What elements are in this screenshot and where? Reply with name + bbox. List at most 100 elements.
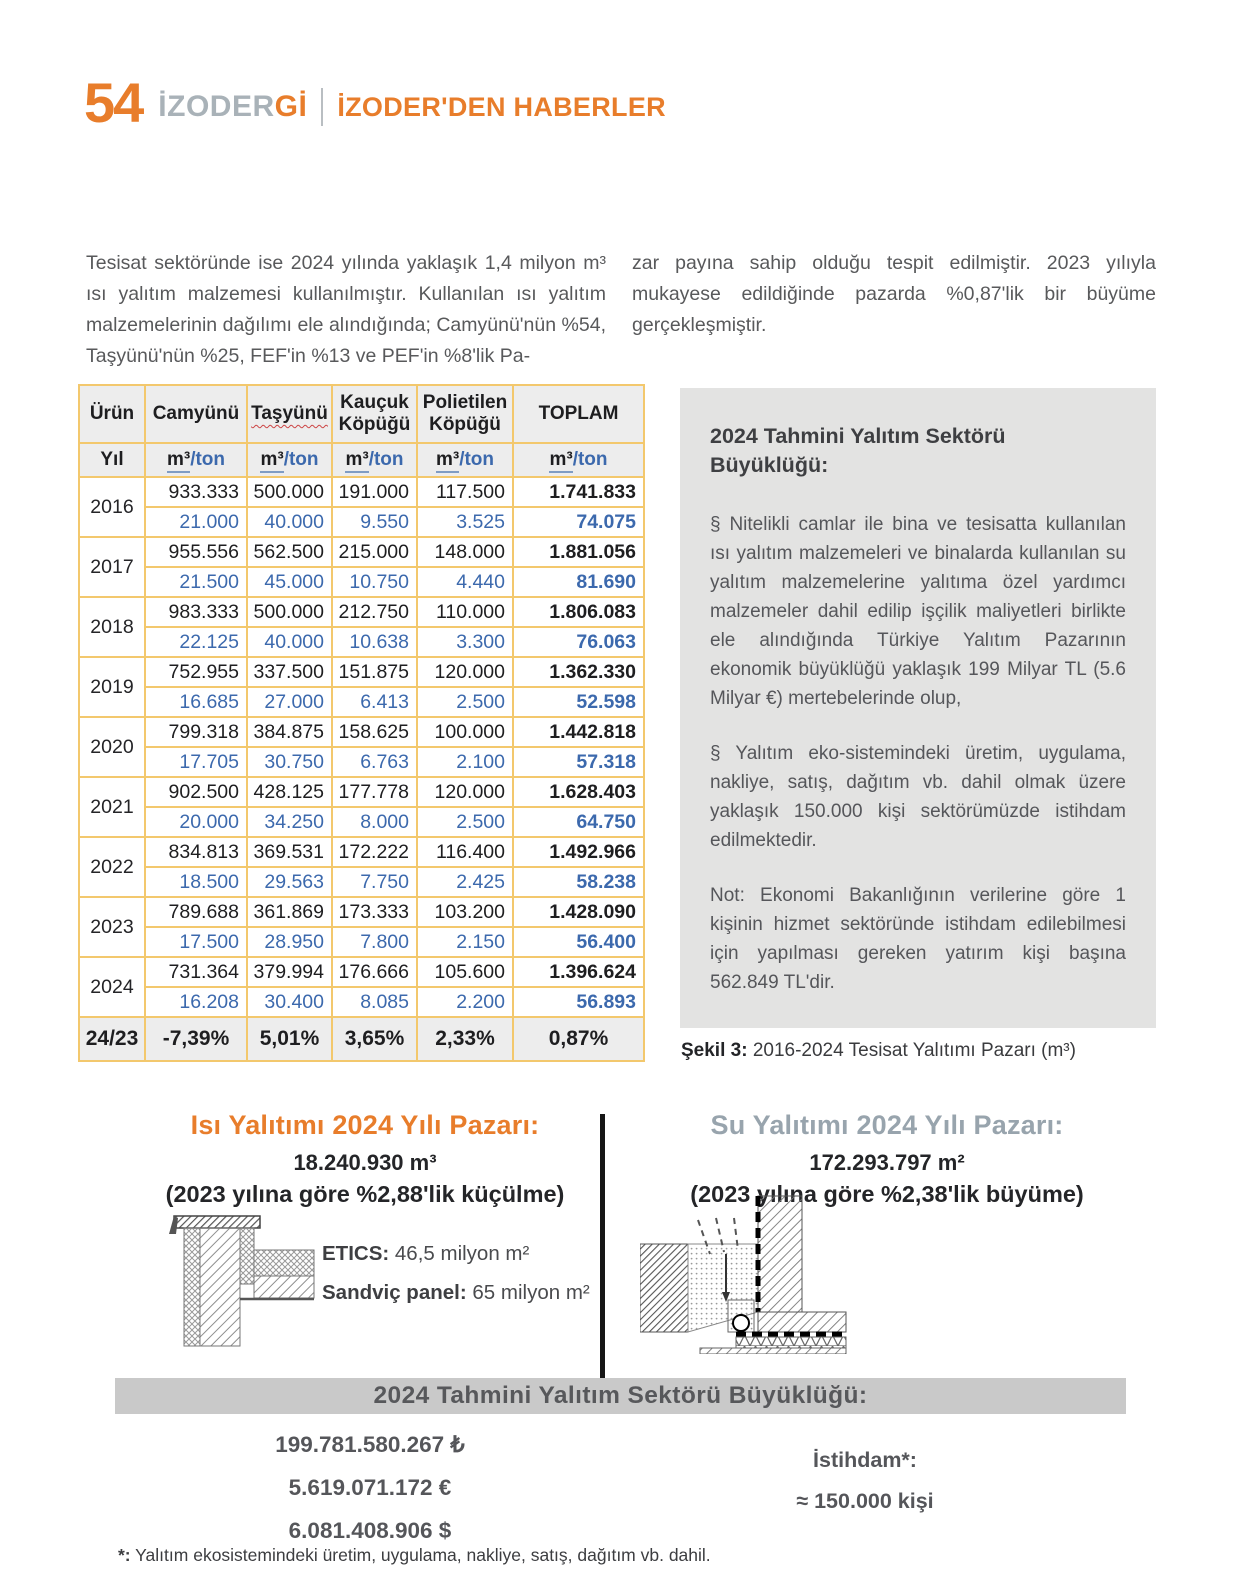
table-ton-value: 8.000 [331, 806, 418, 838]
table-ton-value: 22.125 [144, 626, 248, 658]
table-m3-value: 789.688 [144, 896, 248, 928]
table-ton-value: 21.500 [144, 566, 248, 598]
table-m3-value: 731.364 [144, 956, 248, 988]
unit-cell: m³/ton [144, 442, 248, 478]
table-ton-value: 16.208 [144, 986, 248, 1018]
table-ton-value: 34.250 [246, 806, 333, 838]
table-ton-value: 10.750 [331, 566, 418, 598]
table-m3-value: 151.875 [331, 656, 418, 688]
sector-size-para-3: Not: Ekonomi Bakanlığının verilerine gör… [710, 885, 1126, 993]
unit-m3: m³ [166, 449, 191, 473]
table-ton-value: 58.238 [512, 866, 645, 898]
table-row-ton: 16.208 30.400 8.085 2.200 56.893 [79, 986, 645, 1018]
table-m3-value: 215.000 [331, 536, 418, 568]
table-year: 2020 [78, 716, 146, 778]
unit-ton: /ton [283, 449, 319, 470]
table-m3-value: 191.000 [331, 476, 418, 508]
figure-caption-text: 2016-2024 Tesisat Yalıtımı Pazarı (m³) [747, 1040, 1076, 1061]
table-row-m3: 2021 902.500 428.125 177.778 120.000 1.628.40… [78, 776, 645, 838]
table-ton-value: 6.763 [331, 746, 418, 778]
table-m3-value: 384.875 [246, 716, 333, 748]
bottom-banner: 2024 Tahmini Yalıtım Sektörü Büyüklüğü: [115, 1378, 1126, 1414]
unit-m3: m³ [345, 449, 369, 473]
heat-market-details: ETICS: 46,5 milyon m² Sandviç panel: 65 … [322, 1242, 590, 1320]
col-header-tasyunu: Taşyünü [246, 384, 333, 444]
water-market-value: 172.293.797 m² [809, 1150, 965, 1175]
table-ton-value: 7.750 [331, 866, 418, 898]
table-row-ton: 22.125 40.000 10.638 3.300 76.063 [79, 626, 645, 658]
table-ton-value: 18.500 [144, 866, 248, 898]
table-row-ton: 17.705 30.750 6.763 2.100 57.318 [79, 746, 645, 778]
etics-value: 46,5 milyon m² [389, 1242, 530, 1265]
table-year: 2024 [78, 956, 146, 1018]
table-m3-value: 337.500 [246, 656, 333, 688]
table-ton-value: 52.598 [512, 686, 645, 718]
table-ton-value: 9.550 [331, 506, 418, 538]
vertical-divider [600, 1114, 605, 1378]
magazine-title: İZODERGİ [158, 90, 307, 126]
table-m3-value: 1.881.056 [512, 536, 645, 568]
table-m3-value: 428.125 [246, 776, 333, 808]
table-row-ton: 18.500 29.563 7.750 2.425 58.238 [79, 866, 645, 898]
wall-section-drawing [169, 1215, 315, 1347]
table-m3-value: 955.556 [144, 536, 248, 568]
table-row-ton: 20.000 34.250 8.000 2.500 64.750 [79, 806, 645, 838]
figure-caption: Şekil 3: 2016-2024 Tesisat Yalıtımı Paza… [681, 1040, 1076, 1062]
total-usd: 6.081.408.906 $ [288, 1518, 452, 1543]
table-ton-value: 40.000 [246, 626, 333, 658]
table-m3-value: 562.500 [246, 536, 333, 568]
employment-block: İstihdam*: ≈ 150.000 kişi [700, 1448, 1030, 1514]
sandwich-label: Sandviç panel: [322, 1281, 467, 1304]
table-m3-value: 500.000 [246, 596, 333, 628]
change-label: 24/23 [78, 1016, 146, 1062]
etics-line: ETICS: 46,5 milyon m² [322, 1242, 590, 1266]
footnote-text: Yalıtım ekosistemindeki üretim, uygulama… [130, 1545, 711, 1565]
table-m3-value: 172.222 [331, 836, 418, 868]
heat-market-title: Isı Yalıtımı 2024 Yılı Pazarı: [190, 1110, 540, 1140]
change-value: 2,33% [416, 1016, 514, 1062]
table-ton-value: 81.690 [512, 566, 645, 598]
table-m3-value: 120.000 [416, 656, 514, 688]
col-header-urun: Ürün [78, 384, 146, 444]
table-ton-value: 40.000 [246, 506, 333, 538]
table-m3-value: 116.400 [416, 836, 514, 868]
sector-size-para-2: § Yalıtım eko-sistemindeki üretim, uygul… [710, 743, 1126, 851]
footnote: *: Yalıtım ekosistemindeki üretim, uygul… [118, 1545, 711, 1566]
table-ton-value: 30.750 [246, 746, 333, 778]
col-header-kaucuk: Kauçuk Köpüğü [331, 384, 418, 444]
table-row-m3: 2017 955.556 562.500 215.000 148.000 1.881.05… [78, 536, 645, 598]
table-row-m3: 2024 731.364 379.994 176.666 105.600 1.396.62… [78, 956, 645, 1018]
table-m3-value: 117.500 [416, 476, 514, 508]
table-m3-value: 1.428.090 [512, 896, 645, 928]
table-row-ton: 16.685 27.000 6.413 2.500 52.598 [79, 686, 645, 718]
col-header-toplam: TOPLAM [512, 384, 645, 444]
table-row-ton: 17.500 28.950 7.800 2.150 56.400 [79, 926, 645, 958]
table-m3-value: 110.000 [416, 596, 514, 628]
table-ton-value: 2.100 [416, 746, 514, 778]
table-ton-value: 10.638 [331, 626, 418, 658]
table-m3-value: 120.000 [416, 776, 514, 808]
table-m3-value: 177.778 [331, 776, 418, 808]
table-ton-value: 2.425 [416, 866, 514, 898]
unit-cell: m³/ton [416, 442, 514, 478]
table-m3-value: 799.318 [144, 716, 248, 748]
unit-m3: m³ [549, 449, 573, 473]
table-ton-value: 76.063 [512, 626, 645, 658]
sector-size-para-1: § Nitelikli camlar ile bina ve tesisatta… [710, 514, 1126, 709]
table-year: 2016 [78, 476, 146, 538]
table-ton-value: 20.000 [144, 806, 248, 838]
footnote-star: *: [118, 1545, 131, 1565]
table-ton-value: 29.563 [246, 866, 333, 898]
total-eur: 5.619.071.172 € [288, 1475, 452, 1500]
table-ton-value: 27.000 [246, 686, 333, 718]
table-m3-value: 103.200 [416, 896, 514, 928]
table-m3-value: 105.600 [416, 956, 514, 988]
sandwich-value: 65 milyon m² [466, 1281, 590, 1304]
water-market-title: Su Yalıtımı 2024 Yılı Pazarı: [710, 1110, 1064, 1140]
unit-cell: m³/ton [331, 442, 418, 478]
table-m3-value: 212.750 [331, 596, 418, 628]
table-m3-value: 379.994 [246, 956, 333, 988]
table-ton-value: 16.685 [144, 686, 248, 718]
unit-ton: /ton [368, 449, 404, 470]
